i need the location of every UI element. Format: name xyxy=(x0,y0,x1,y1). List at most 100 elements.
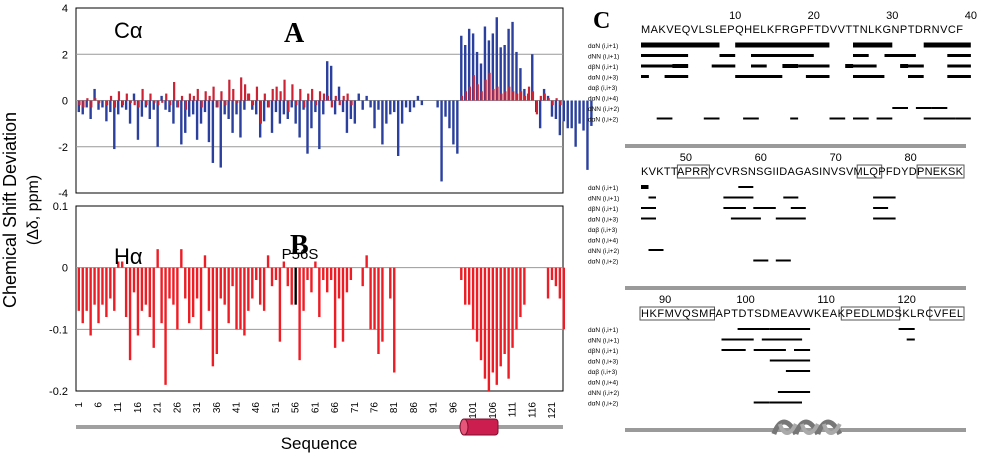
bar xyxy=(464,91,468,101)
bar xyxy=(117,91,121,101)
bar xyxy=(381,267,384,342)
bar xyxy=(223,267,226,305)
bar xyxy=(168,267,171,299)
bar xyxy=(286,267,289,287)
bar xyxy=(476,84,479,101)
residue-number: 60 xyxy=(755,152,767,164)
bar xyxy=(207,267,211,311)
y-tick-label: 0.1 xyxy=(53,201,68,213)
bar xyxy=(479,63,483,101)
bar xyxy=(215,267,219,354)
bar xyxy=(240,77,243,101)
bar xyxy=(520,91,523,101)
bar xyxy=(200,100,203,108)
bar xyxy=(270,100,274,133)
x-tick-label: 106 xyxy=(488,402,499,419)
connectivity-bar xyxy=(664,75,689,78)
bar xyxy=(239,267,242,330)
y-tick-label: -0.1 xyxy=(49,324,68,336)
x-tick-label: 6 xyxy=(94,402,105,408)
bar xyxy=(306,267,309,280)
bar xyxy=(77,267,80,311)
bar xyxy=(282,100,286,115)
bar xyxy=(244,84,247,101)
nmr-row-label: dNN (i,i+1) xyxy=(588,196,619,203)
x-tick-label: 76 xyxy=(370,402,381,414)
bar xyxy=(555,98,558,101)
connectivity-bar xyxy=(845,64,854,68)
bar xyxy=(504,91,507,101)
calpha-bars xyxy=(77,17,593,182)
y-axis-label: Chemical Shift Deviation xyxy=(0,112,20,308)
bar xyxy=(341,267,345,342)
x-tick-label: 46 xyxy=(251,402,262,414)
x-tick-label: 51 xyxy=(271,402,282,414)
bar xyxy=(326,95,330,101)
connectivity-bar xyxy=(794,391,811,393)
bar xyxy=(152,100,155,110)
connectivity-bar xyxy=(906,338,915,341)
bar xyxy=(566,100,569,129)
bar xyxy=(243,100,246,110)
connectivity-bar xyxy=(900,64,909,68)
bar xyxy=(164,100,167,110)
nmr-row-label: dNN (i,i+2) xyxy=(588,106,619,113)
bar xyxy=(137,100,140,108)
connectivity-bar xyxy=(853,75,885,78)
calpha-panel: 4 2 0 -2 -4 Cα A xyxy=(58,3,593,200)
bar xyxy=(105,267,108,317)
bar xyxy=(346,93,349,101)
nmr-row-label: dαN (i,i+4) xyxy=(588,380,618,387)
bar xyxy=(195,267,199,299)
residue-number: 30 xyxy=(886,10,898,22)
x-tick-label: 56 xyxy=(291,402,302,414)
bar xyxy=(203,100,207,113)
bar xyxy=(535,100,538,115)
bar xyxy=(82,100,85,108)
y-axis-units: (Δδ, ppm) xyxy=(25,175,42,245)
connectivity-bar xyxy=(753,207,776,209)
bar xyxy=(153,100,156,103)
connectivity-bar xyxy=(900,64,924,68)
x-tick-label: 96 xyxy=(448,402,459,414)
connectivity-bar xyxy=(641,185,649,189)
connectivity-bar xyxy=(794,349,811,351)
sequence-box xyxy=(676,164,710,179)
bar xyxy=(165,93,168,101)
bar xyxy=(586,100,589,170)
connectivity-bar xyxy=(908,75,924,78)
bar xyxy=(404,100,408,108)
bar xyxy=(326,267,329,293)
connectivity-bar xyxy=(923,117,948,120)
bar xyxy=(523,88,526,101)
bar xyxy=(278,267,282,342)
bar xyxy=(471,33,475,101)
connectivity-bar xyxy=(753,259,769,262)
bar xyxy=(491,33,495,101)
bar xyxy=(519,68,522,101)
connectivity-bar xyxy=(769,328,811,330)
bar xyxy=(188,100,191,117)
bar xyxy=(559,100,562,106)
connectivity-bar xyxy=(738,186,754,188)
connectivity-bar xyxy=(892,107,908,109)
bar xyxy=(228,79,231,101)
x-tick-label: 1 xyxy=(74,402,85,408)
bar xyxy=(224,100,227,106)
bar xyxy=(148,100,151,119)
x-tick-label: 111 xyxy=(508,402,519,418)
bar xyxy=(562,267,565,330)
bar xyxy=(314,261,317,268)
bar xyxy=(483,26,487,101)
bar xyxy=(377,267,380,354)
bar xyxy=(365,95,368,101)
bar xyxy=(393,100,396,113)
panel-a-letter: A xyxy=(284,18,305,49)
connectivity-bar xyxy=(775,217,806,220)
bar xyxy=(266,255,270,268)
bar xyxy=(156,249,159,268)
bar xyxy=(81,267,84,324)
bar xyxy=(547,98,550,101)
bar xyxy=(574,100,577,147)
bar xyxy=(543,93,546,101)
